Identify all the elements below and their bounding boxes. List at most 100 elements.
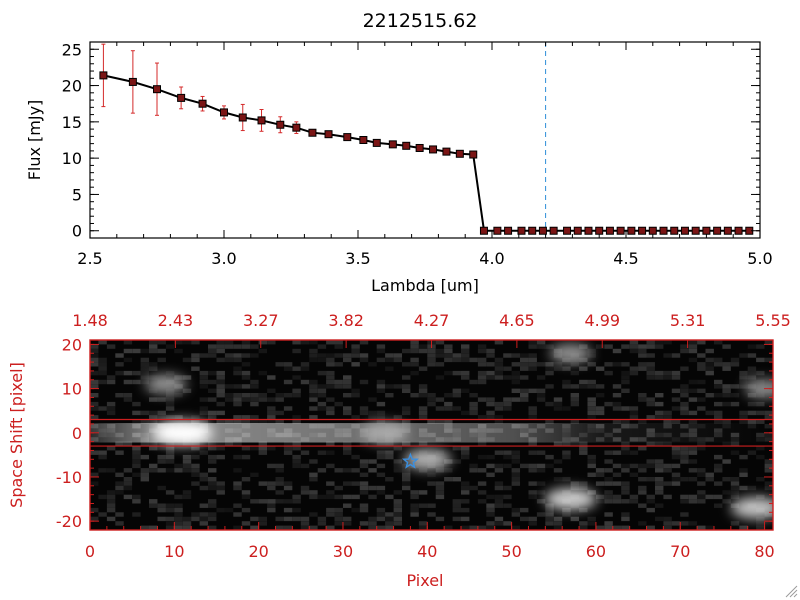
noise-pixel xyxy=(149,397,158,402)
noise-pixel xyxy=(621,379,630,385)
noise-pixel xyxy=(511,397,521,402)
noise-pixel xyxy=(208,441,217,447)
noise-pixel xyxy=(157,507,166,513)
data-point xyxy=(702,226,711,235)
image-x-tick-label: 80 xyxy=(754,542,774,561)
noise-pixel xyxy=(309,340,318,345)
noise-pixel xyxy=(714,503,723,508)
resize-grip-icon[interactable] xyxy=(785,585,798,598)
data-point xyxy=(153,85,161,94)
noise-pixel xyxy=(292,388,301,394)
noise-pixel xyxy=(477,454,487,460)
noise-pixel xyxy=(343,446,352,451)
noise-pixel xyxy=(621,516,630,522)
noise-pixel xyxy=(90,415,99,420)
noise-pixel xyxy=(663,370,672,376)
noise-pixel xyxy=(739,415,748,420)
noise-pixel xyxy=(545,362,554,367)
noise-pixel xyxy=(486,397,495,402)
y-tick-label: 0 xyxy=(72,222,82,241)
noise-pixel xyxy=(216,379,225,385)
image-top-tick-label: 5.31 xyxy=(670,311,706,330)
noise-pixel xyxy=(410,357,419,363)
noise-pixel xyxy=(461,446,470,451)
noise-pixel xyxy=(343,450,352,455)
noise-pixel xyxy=(739,410,748,416)
noise-pixel xyxy=(106,494,116,500)
noise-pixel xyxy=(410,344,419,349)
noise-pixel xyxy=(511,481,521,486)
noise-pixel xyxy=(174,516,183,522)
noise-pixel xyxy=(343,375,352,380)
noise-pixel xyxy=(258,446,268,451)
noise-pixel xyxy=(520,393,529,398)
image-sources xyxy=(144,343,773,519)
noise-pixel xyxy=(326,357,335,363)
noise-pixel xyxy=(545,366,554,371)
noise-pixel xyxy=(216,485,225,491)
noise-pixel xyxy=(191,446,200,451)
noise-pixel xyxy=(376,485,386,491)
noise-pixel xyxy=(402,362,411,367)
noise-pixel xyxy=(595,499,605,504)
noise-pixel xyxy=(714,379,723,385)
noise-pixel xyxy=(199,384,209,389)
noise-pixel xyxy=(722,419,731,424)
data-point xyxy=(627,226,636,235)
noise-pixel xyxy=(427,357,436,363)
noise-pixel xyxy=(283,507,293,513)
noise-pixel xyxy=(199,485,209,491)
noise-pixel xyxy=(697,366,706,371)
noise-pixel xyxy=(132,401,141,407)
noise-pixel xyxy=(739,375,748,380)
noise-pixel xyxy=(646,525,655,530)
noise-pixel xyxy=(469,410,478,416)
noise-pixel xyxy=(267,340,276,345)
noise-pixel xyxy=(174,340,183,345)
trace-band xyxy=(90,423,773,443)
noise-pixel xyxy=(385,384,394,389)
noise-pixel xyxy=(503,366,512,371)
noise-pixel xyxy=(317,393,327,398)
noise-pixel xyxy=(157,485,166,491)
noise-pixel xyxy=(132,472,141,478)
noise-pixel xyxy=(199,503,209,508)
noise-pixel xyxy=(688,348,698,354)
noise-pixel xyxy=(233,481,242,486)
noise-pixel xyxy=(402,410,411,416)
noise-pixel xyxy=(351,415,360,420)
noise-pixel xyxy=(115,472,124,478)
noise-pixel xyxy=(334,362,343,367)
spectrum-series xyxy=(99,43,760,235)
noise-pixel xyxy=(317,450,327,455)
noise-pixel xyxy=(267,481,276,486)
noise-pixel xyxy=(697,499,706,504)
noise-pixel xyxy=(224,441,234,447)
noise-pixel xyxy=(343,481,352,486)
noise-pixel xyxy=(452,477,462,482)
noise-pixel xyxy=(444,419,453,424)
noise-pixel xyxy=(106,468,116,473)
noise-pixel xyxy=(747,375,757,380)
noise-pixel xyxy=(250,499,259,504)
noise-pixel xyxy=(621,441,630,447)
noise-pixel xyxy=(376,490,386,495)
noise-pixel xyxy=(629,472,639,478)
noise-pixel xyxy=(275,468,284,473)
noise-pixel xyxy=(688,419,698,424)
noise-pixel xyxy=(730,490,740,495)
noise-pixel xyxy=(90,450,99,455)
noise-pixel xyxy=(756,419,765,424)
noise-pixel xyxy=(655,503,664,508)
spectrum-plot: 2.5 3.0 3.5 4.0 4.5 5.0 0 5 10 15 20 25 Lambda [um]… xyxy=(25,40,773,295)
noise-pixel xyxy=(764,468,773,473)
noise-pixel xyxy=(536,397,546,402)
noise-pixel xyxy=(140,379,150,385)
noise-pixel xyxy=(90,393,99,398)
noise-pixel xyxy=(461,490,470,495)
noise-pixel xyxy=(132,410,141,416)
image-source xyxy=(144,374,187,394)
noise-pixel xyxy=(511,454,521,460)
noise-pixel xyxy=(385,494,394,500)
